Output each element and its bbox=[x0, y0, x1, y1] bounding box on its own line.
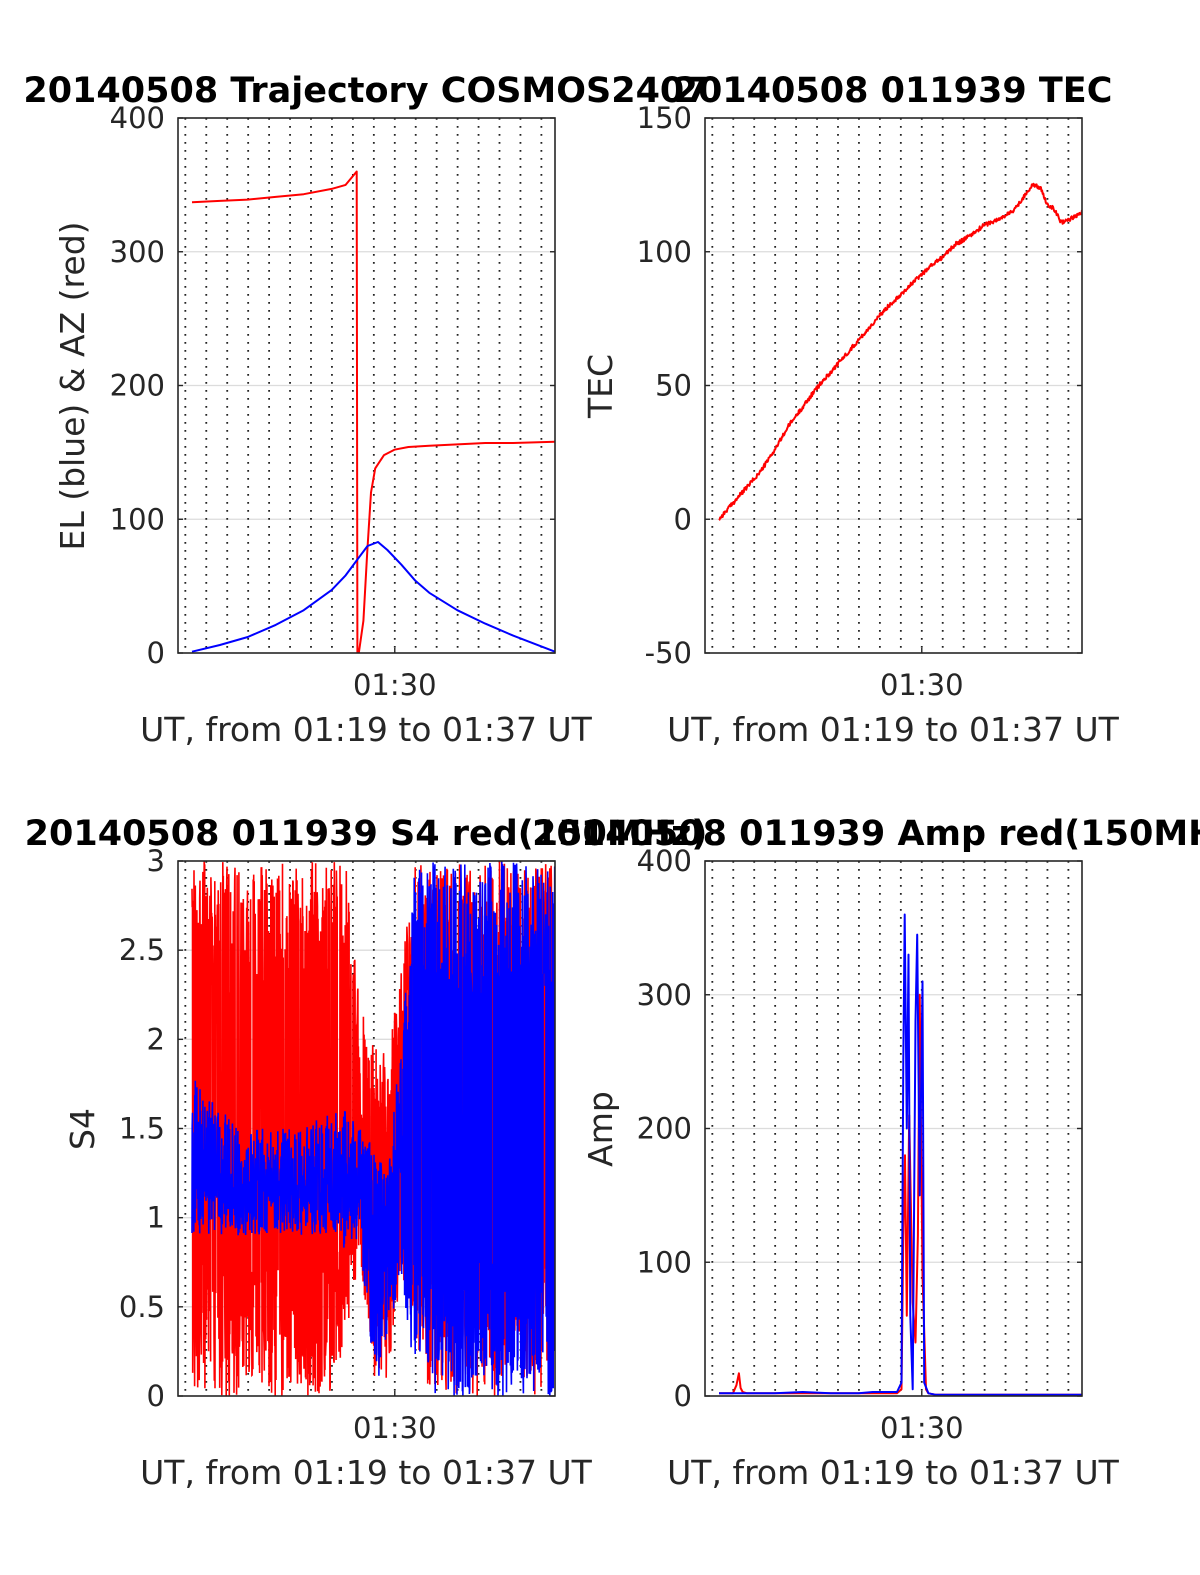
tec-ytick-label: 50 bbox=[655, 369, 692, 403]
s4-ylabel: S4 bbox=[63, 1108, 102, 1150]
trajectory-series-red bbox=[191, 170, 555, 653]
amp-xlabel: UT, from 01:19 to 01:37 UT bbox=[667, 1453, 1120, 1492]
trajectory-ytick-label: 200 bbox=[110, 369, 165, 403]
amp-ytick-label: 0 bbox=[674, 1379, 692, 1413]
amp-ytick-label: 200 bbox=[637, 1112, 692, 1146]
s4-series-group bbox=[191, 861, 555, 1396]
amp-xtick-label: 01:30 bbox=[880, 1411, 964, 1445]
trajectory-ytick-label: 100 bbox=[110, 502, 165, 536]
trajectory-xtick-label: 01:30 bbox=[353, 668, 437, 702]
trajectory-title: 20140508 Trajectory COSMOS2407 bbox=[23, 71, 708, 111]
tec-ytick-label: 100 bbox=[637, 235, 692, 269]
trajectory-ytick-label: 0 bbox=[147, 636, 165, 670]
amp-ytick-label: 400 bbox=[637, 844, 692, 878]
s4-ytick-label: 1.5 bbox=[119, 1112, 165, 1146]
tec-xlabel: UT, from 01:19 to 01:37 UT bbox=[667, 710, 1120, 749]
amp-grid: 0 100 200 300 400 01:30 bbox=[637, 844, 1082, 1445]
s4-series-blue bbox=[191, 861, 555, 1396]
tec-axes-frame bbox=[704, 117, 1083, 654]
s4-xtick-label: 01:30 bbox=[353, 1411, 437, 1445]
tec-title: 20140508 011939 TEC bbox=[674, 71, 1113, 111]
amp-axes-frame bbox=[704, 860, 1083, 1397]
tec-xtick-label: 01:30 bbox=[880, 668, 964, 702]
trajectory-ytick-label: 300 bbox=[110, 235, 165, 269]
tec-ytick-label: -50 bbox=[645, 636, 692, 670]
trajectory-panel: 0 100 200 300 400 01:30 UT, from 01:19 to 01:… bbox=[53, 101, 593, 749]
s4-ytick-label: 2.5 bbox=[119, 933, 165, 967]
s4-xlabel: UT, from 01:19 to 01:37 UT bbox=[140, 1453, 593, 1492]
trajectory-xlabel: UT, from 01:19 to 01:37 UT bbox=[140, 710, 593, 749]
trajectory-series-group bbox=[191, 170, 555, 653]
s4-axes-frame bbox=[177, 860, 556, 1397]
amp-series-blue bbox=[719, 913, 1082, 1396]
s4-panel: 0 0.5 1 1.5 2 2.5 3 01:30 UT, from 01:19 to 01:… bbox=[63, 844, 593, 1492]
s4-ytick-label: 3 bbox=[147, 844, 165, 878]
trajectory-grid: 0 100 200 300 400 01:30 bbox=[110, 101, 555, 702]
tec-ytick-label: 150 bbox=[637, 101, 692, 135]
amp-ytick-label: 100 bbox=[637, 1245, 692, 1279]
s4-ytick-label: 2 bbox=[147, 1022, 165, 1056]
s4-ytick-label: 0.5 bbox=[119, 1290, 165, 1324]
tec-ytick-label: 0 bbox=[674, 502, 692, 536]
amp-title: 20140508 011939 Amp red(150MHz) bbox=[532, 814, 1200, 854]
amp-series-group bbox=[719, 913, 1082, 1396]
amp-ylabel: Amp bbox=[581, 1091, 620, 1167]
tec-series-group bbox=[718, 182, 1082, 521]
trajectory-series-blue bbox=[191, 541, 555, 653]
tec-grid: -50 0 50 100 150 01:30 bbox=[637, 101, 1082, 702]
s4-series-red bbox=[191, 861, 555, 1396]
s4-title: 20140508 011939 S4 red(150MHz) bbox=[25, 814, 708, 854]
trajectory-ylabel: EL (blue) & AZ (red) bbox=[53, 221, 92, 550]
s4-ytick-label: 1 bbox=[147, 1201, 165, 1235]
amp-ytick-label: 300 bbox=[637, 978, 692, 1012]
tec-series-red bbox=[718, 182, 1082, 521]
s4-ytick-label: 0 bbox=[147, 1379, 165, 1413]
tec-panel: -50 0 50 100 150 01:30 UT, from 01:19 to 01:3… bbox=[581, 101, 1120, 749]
trajectory-axes-frame bbox=[177, 117, 556, 654]
trajectory-ytick-label: 400 bbox=[110, 101, 165, 135]
tec-ylabel: TEC bbox=[581, 354, 620, 419]
amp-panel: 0 100 200 300 400 01:30 UT, from 01:19 to 01:… bbox=[581, 844, 1120, 1492]
